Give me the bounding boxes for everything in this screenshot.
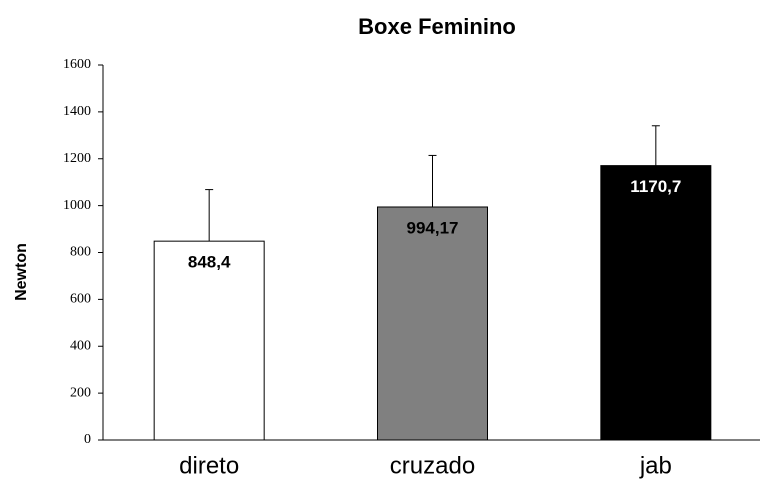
value-label: 1170,7: [630, 177, 681, 196]
bar: [377, 206, 488, 441]
value-label: 848,4: [188, 253, 231, 272]
bar: [600, 165, 712, 441]
x-tick-label: cruzado: [390, 452, 475, 479]
y-tick-label: 1400: [63, 104, 91, 119]
value-label: 994,17: [407, 218, 459, 237]
bar: [153, 240, 265, 441]
y-tick-label: 400: [70, 338, 91, 353]
x-tick-label: jab: [639, 452, 672, 479]
x-tick-label: direto: [179, 452, 239, 479]
y-tick-label: 1000: [63, 198, 91, 213]
y-axis-label: Newton: [13, 243, 30, 301]
y-tick-label: 600: [70, 292, 91, 307]
chart-title: Boxe Feminino: [358, 14, 516, 39]
y-tick-label: 800: [70, 245, 91, 260]
y-tick-label: 1600: [63, 57, 91, 72]
y-tick-label: 1200: [63, 151, 91, 166]
y-tick-label: 0: [84, 432, 91, 447]
y-tick-label: 200: [70, 385, 91, 400]
